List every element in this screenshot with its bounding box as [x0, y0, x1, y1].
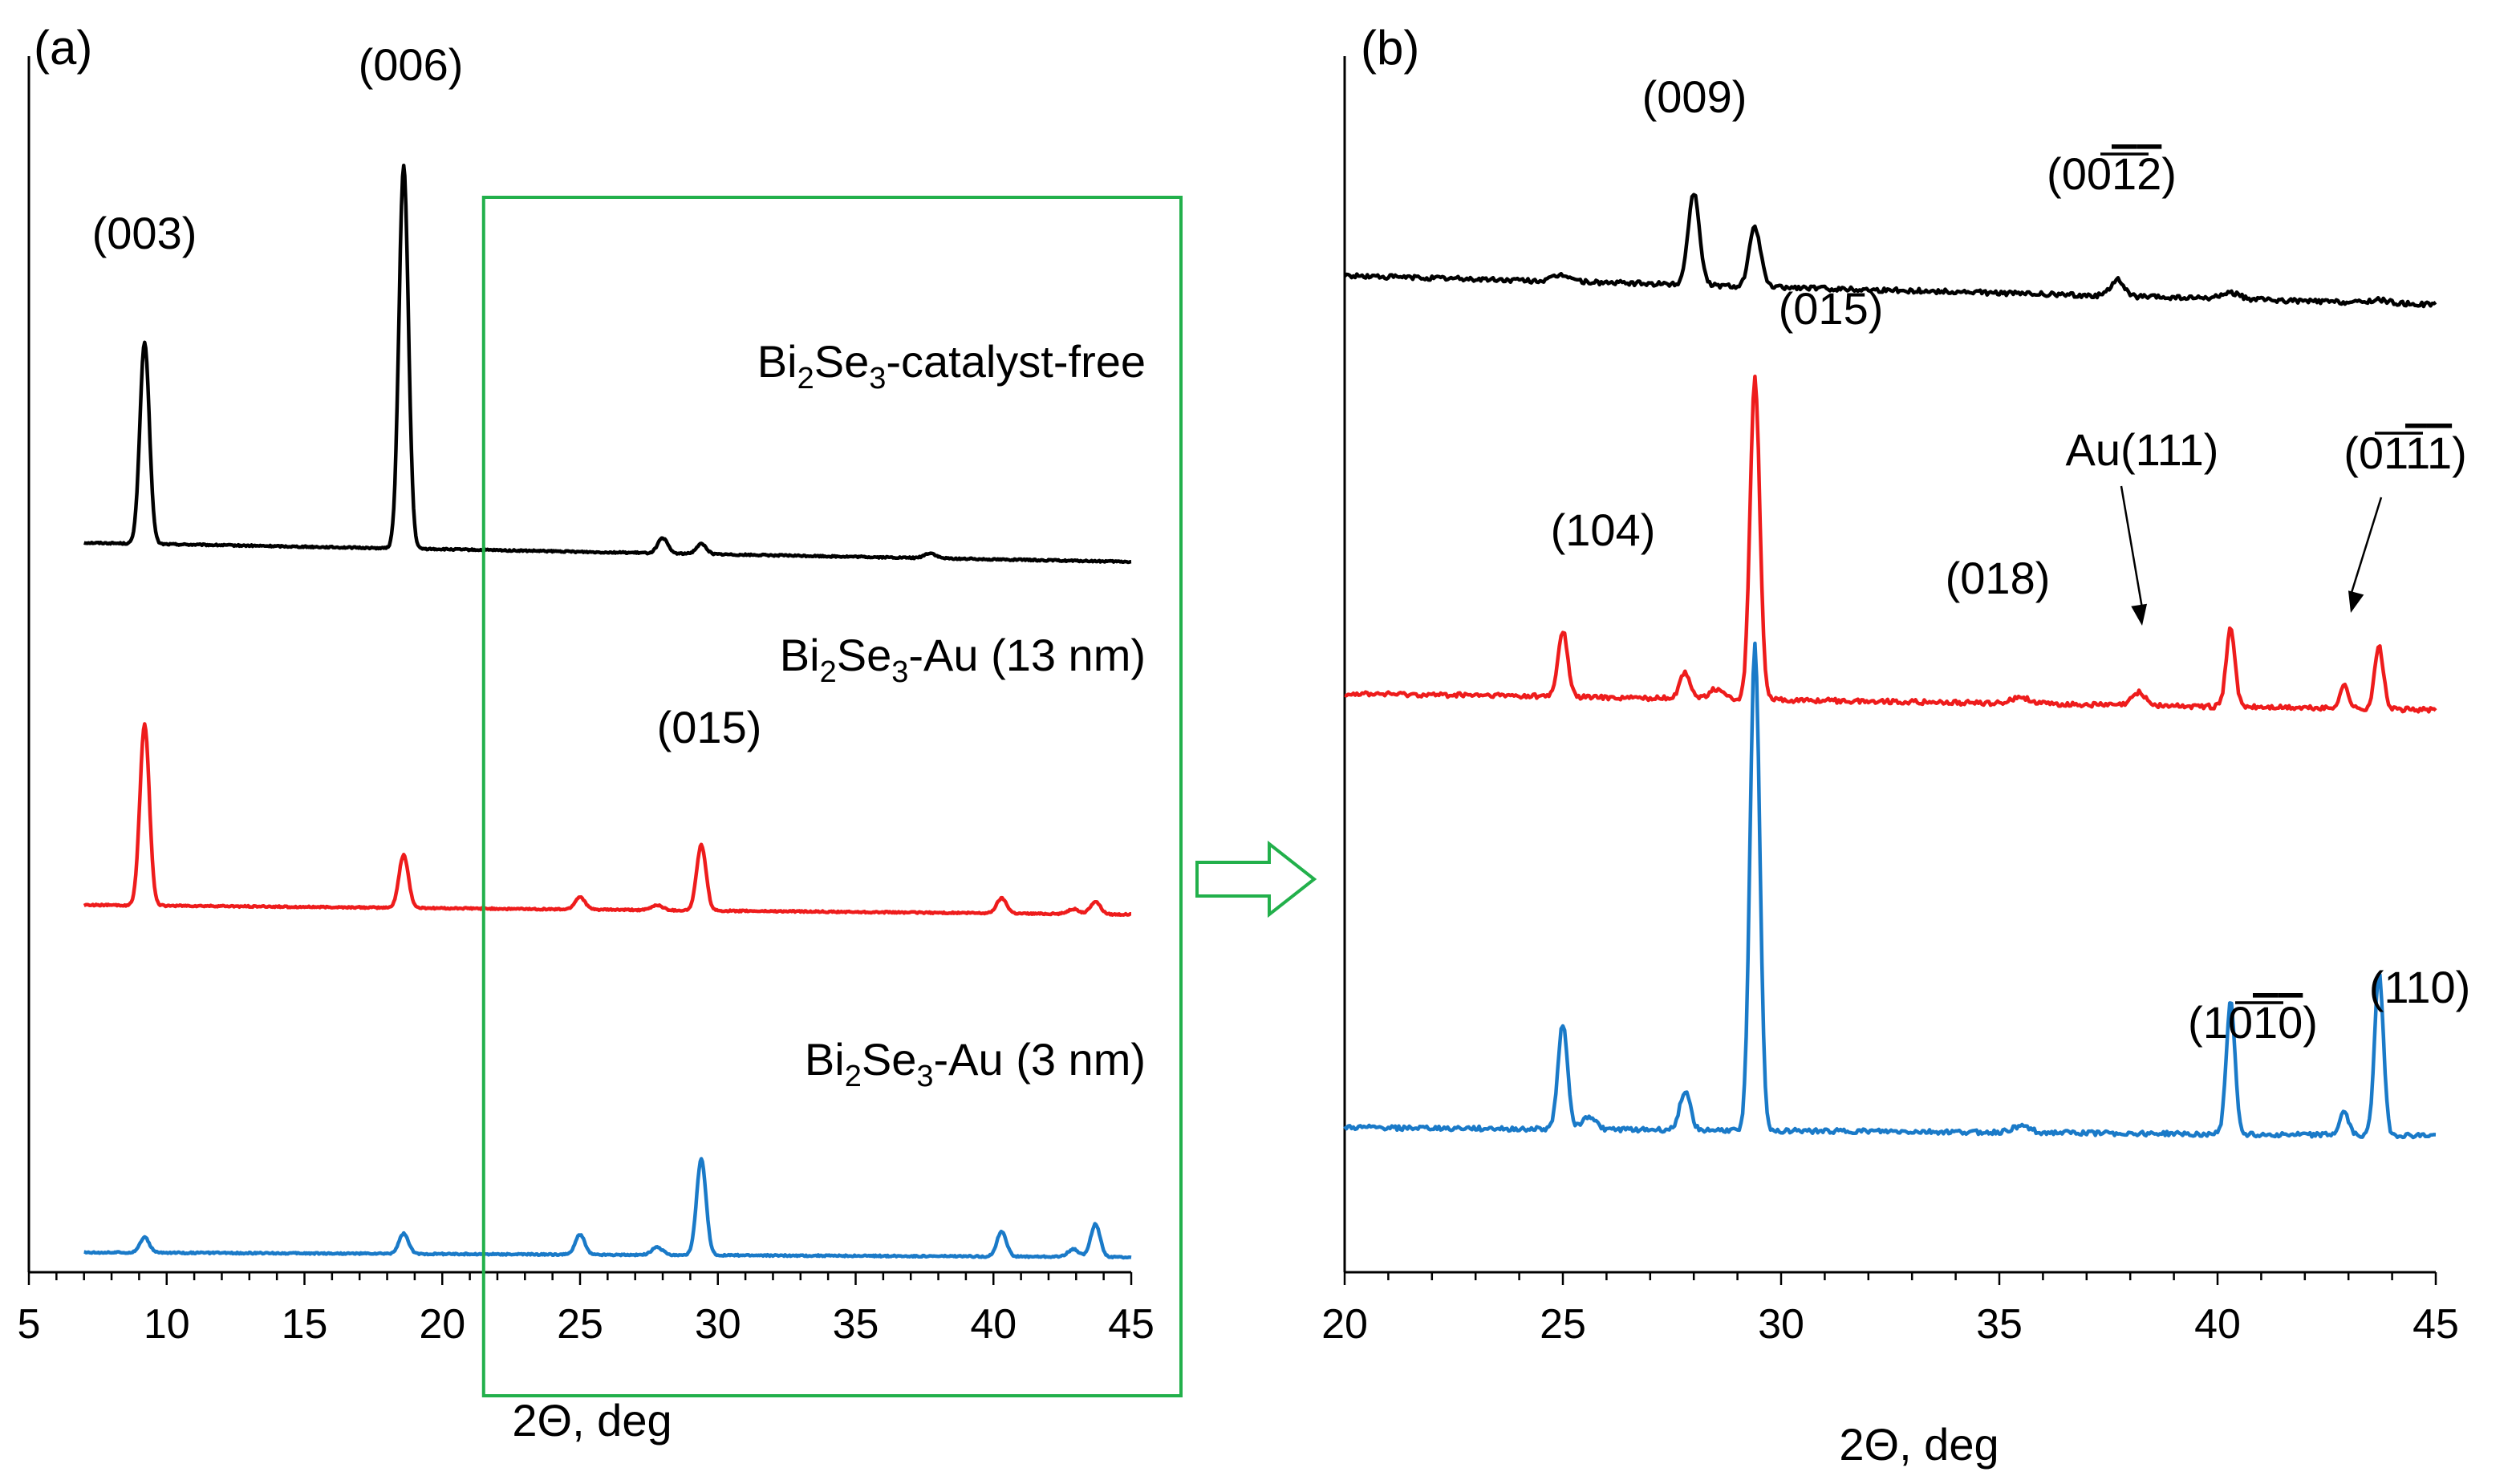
x-tick-label: 40 [2194, 1301, 2241, 1348]
legend-sub1: 2 [797, 362, 814, 395]
annotation-text: ) [2452, 428, 2467, 478]
peak-annotation: (0111) [2344, 428, 2467, 478]
panel-label: (a) [34, 21, 92, 75]
legend-prefix: Bi [805, 1034, 845, 1085]
series-line-2 [1343, 641, 2437, 1140]
peak-annotation: (018) [1946, 553, 2051, 603]
annotation-overbar-digit: 1 [2112, 148, 2137, 199]
series-line-2 [83, 1157, 1132, 1260]
legend-mid: Se [862, 1034, 917, 1085]
x-tick-label: 25 [557, 1301, 603, 1348]
legend-suffix: -Au (13 nm) [908, 630, 1146, 680]
peak-annotation: (015) [1779, 283, 1884, 334]
annotation-text: (10 [2188, 997, 2253, 1048]
series-line-0 [83, 163, 1132, 565]
peak-annotation: (015) [657, 702, 762, 752]
series-line-1 [83, 722, 1132, 918]
x-axis-label: 2Θ, deg [512, 1395, 672, 1445]
annotation-arrow-line [2349, 497, 2383, 596]
legend-sub2: 3 [916, 1060, 933, 1093]
highlight-box [481, 196, 1183, 1397]
legend-suffix: -Au (3 nm) [934, 1034, 1146, 1085]
x-tick-label: 20 [419, 1301, 465, 1348]
peak-annotation: (104) [1551, 505, 1656, 555]
legend-sub2: 3 [869, 362, 886, 395]
x-tick-label: 30 [1758, 1301, 1804, 1348]
peak-annotation: (1010) [2188, 997, 2318, 1048]
peak-annotation: Au(111) [2066, 424, 2219, 475]
x-tick-label: 35 [1976, 1301, 2023, 1348]
annotation-overbar-digit: 1 [2253, 997, 2278, 1048]
x-tick-label: 30 [695, 1301, 741, 1348]
panel-label: (b) [1361, 21, 1419, 75]
series-line-1 [1344, 375, 2437, 714]
peak-annotation: (110) [2369, 962, 2471, 1012]
annotation-overbar-digit: 1 [2405, 428, 2429, 478]
legend-sub1: 2 [845, 1060, 862, 1093]
peak-annotation: (006) [359, 39, 464, 90]
x-tick-label: 40 [970, 1301, 1017, 1348]
annotation-text: (00 [2047, 148, 2112, 199]
zoom-arrow-icon [1195, 840, 1317, 918]
annotation-overbar-digit: 2 [2137, 148, 2161, 199]
x-tick-label: 45 [1108, 1301, 1155, 1348]
annotation-overbar-digit: 1 [2427, 428, 2452, 478]
x-axis-label: 2Θ, deg [1839, 1419, 1999, 1470]
series-legend: Bi2Se3-catalyst-free [757, 336, 1146, 395]
annotation-overbar-digit: 0 [2278, 997, 2303, 1048]
x-tick-label: 35 [833, 1301, 879, 1348]
annotation-arrow-line [2120, 485, 2144, 609]
x-tick-label: 20 [1321, 1301, 1368, 1348]
legend-mid: Se [814, 336, 870, 387]
legend-suffix: -catalyst-free [886, 336, 1146, 387]
x-tick-label: 45 [2413, 1301, 2459, 1348]
series-line-0 [1343, 193, 2437, 309]
legend-sub1: 2 [820, 655, 837, 689]
annotation-text: ) [2303, 997, 2318, 1048]
legend-mid: Se [837, 630, 892, 680]
series-legend: Bi2Se3-Au (13 nm) [780, 630, 1146, 689]
peak-annotation: (0012) [2047, 148, 2177, 199]
legend-prefix: Bi [757, 336, 797, 387]
legend-prefix: Bi [780, 630, 820, 680]
x-tick-label: 10 [144, 1301, 190, 1348]
x-tick-label: 5 [18, 1301, 41, 1348]
peak-annotation: (009) [1642, 71, 1747, 122]
annotation-text: ) [2161, 148, 2177, 199]
annotation-arrowhead [2348, 590, 2364, 613]
annotation-text: (01 [2344, 428, 2407, 478]
series-legend: Bi2Se3-Au (3 nm) [805, 1034, 1146, 1093]
peak-annotation: (003) [92, 208, 197, 258]
x-tick-label: 15 [282, 1301, 328, 1348]
annotation-arrowhead [2131, 603, 2148, 626]
x-tick-label: 25 [1540, 1301, 1586, 1348]
legend-sub2: 3 [891, 655, 908, 689]
